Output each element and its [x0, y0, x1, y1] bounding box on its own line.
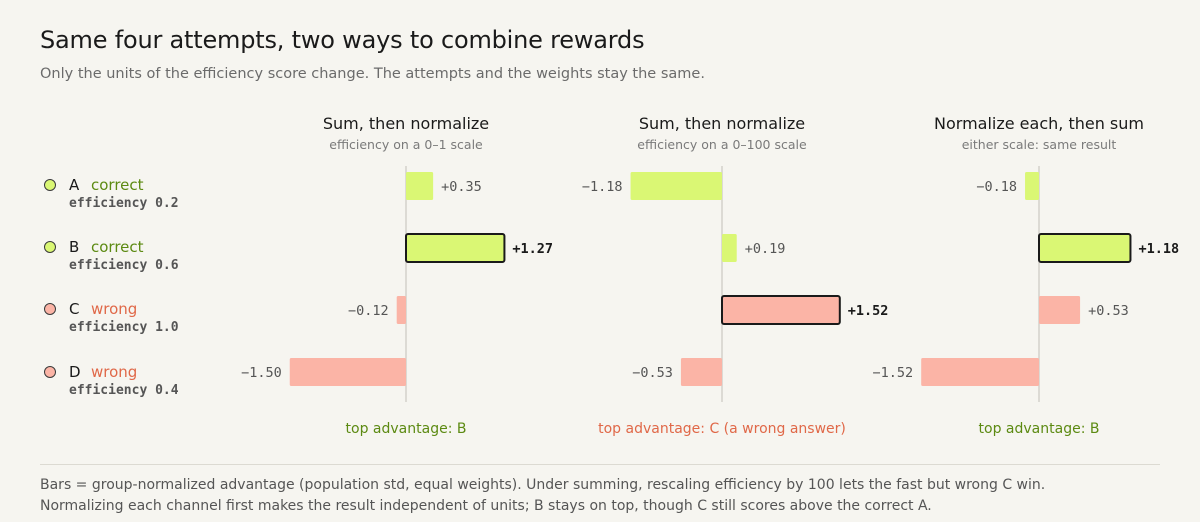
value-label-b: +0.19 [745, 241, 786, 257]
footer-divider [40, 464, 1160, 465]
bar-d [289, 358, 406, 386]
panel-3-subtitle: either scale: same result [961, 137, 1117, 152]
bar-charts: +0.35 +1.27 −0.12 −1.50 top advantage: B −1.1… [241, 166, 1179, 437]
value-label-b: +1.27 [512, 241, 553, 257]
status-dot-icon [44, 303, 56, 315]
panel-3-title: Normalize each, then sum [934, 114, 1144, 133]
panel-2-chart: −1.18 +0.19 +1.52 −0.53 top advantage: C (a … [582, 166, 889, 437]
attempt-efficiency: efficiency 0.4 [69, 383, 179, 398]
panel-1-title: Sum, then normalize [322, 114, 490, 133]
chart-subtitle: Only the units of the efficiency score c… [40, 66, 705, 82]
value-label-a: +0.35 [441, 179, 482, 195]
bar-a [406, 172, 434, 200]
attempt-letter: C [69, 300, 80, 318]
top-advantage-label: top advantage: B [346, 421, 467, 437]
footnote-line-1: Bars = group-normalized advantage (popul… [40, 477, 1046, 493]
panel-1-subtitle: efficiency on a 0–1 scale [329, 137, 483, 152]
attempt-verdict: correct [91, 176, 144, 194]
status-dot-icon [44, 179, 56, 191]
value-label-b: +1.18 [1138, 241, 1179, 257]
panel-2-subtitle: efficiency on a 0–100 scale [637, 137, 807, 152]
attempt-verdict: correct [91, 238, 144, 256]
bar-a [1025, 172, 1039, 200]
attempt-letter: D [69, 363, 81, 381]
top-advantage-label: top advantage: B [979, 421, 1100, 437]
panel-2-title: Sum, then normalize [638, 114, 806, 133]
value-label-c: +0.53 [1088, 303, 1129, 319]
bar-a [630, 172, 722, 200]
bar-b [405, 233, 506, 263]
attempt-verdict: wrong [91, 300, 138, 318]
bar-c [1039, 296, 1081, 324]
attempt-letter: B [69, 238, 80, 256]
value-label-d: −0.53 [632, 365, 673, 381]
bar-b [722, 234, 737, 262]
value-label-c: −0.12 [348, 303, 389, 319]
panel-1-chart: +0.35 +1.27 −0.12 −1.50 top advantage: B [241, 166, 553, 437]
panel-3-chart: −0.18 +1.18 +0.53 −1.52 top advantage: B [873, 166, 1179, 437]
attempt-efficiency: efficiency 1.0 [69, 320, 179, 335]
attempt-verdict: wrong [91, 363, 138, 381]
status-dot-icon [44, 241, 56, 253]
value-label-d: −1.52 [873, 365, 914, 381]
bar-d [680, 358, 722, 386]
attempt-efficiency: efficiency 0.6 [69, 258, 179, 273]
bar-c [721, 295, 841, 325]
value-label-d: −1.50 [241, 365, 282, 381]
value-label-c: +1.52 [848, 303, 889, 319]
status-dot-icon [44, 366, 56, 378]
value-label-a: −1.18 [582, 179, 623, 195]
attempt-letter: A [69, 176, 80, 194]
footnote-line-2: Normalizing each channel first makes the… [40, 498, 932, 514]
bar-c [396, 296, 406, 324]
chart-title: Same four attempts, two ways to combine … [40, 26, 645, 54]
bar-b [1038, 233, 1132, 263]
bar-d [921, 358, 1039, 386]
top-advantage-label: top advantage: C (a wrong answer) [598, 421, 846, 437]
value-label-a: −0.18 [976, 179, 1017, 195]
attempt-efficiency: efficiency 0.2 [69, 196, 179, 211]
